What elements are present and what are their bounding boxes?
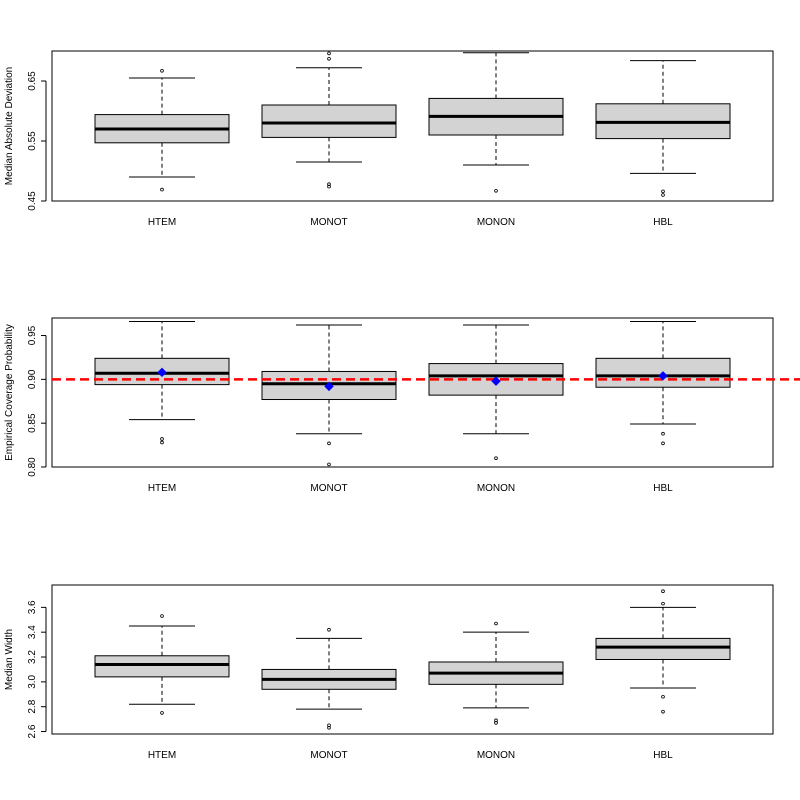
outlier-point (327, 723, 331, 728)
y-tick-label: 0.80 (27, 457, 38, 477)
outlier-point (160, 187, 164, 192)
outlier-point (494, 456, 498, 461)
outlier-point (661, 441, 665, 446)
outlier-point (661, 431, 665, 436)
y-axis-label: Median Width (4, 629, 15, 690)
mean-marker (157, 367, 167, 378)
y-axis-label: Median Absolute Deviation (4, 67, 15, 185)
box-hbl (595, 589, 731, 714)
mean-marker (324, 381, 334, 392)
box-monot (261, 627, 397, 730)
outlier-point (160, 69, 164, 73)
x-tick-label: MONOT (310, 750, 347, 761)
outlier-point (661, 189, 665, 194)
outlier-point (661, 694, 665, 699)
box-hbl (595, 321, 731, 446)
box-htem (94, 614, 230, 715)
y-tick-label: 3.4 (27, 625, 38, 639)
mean-marker (658, 371, 668, 381)
y-tick-label: 0.95 (27, 325, 38, 345)
outlier-point (160, 437, 164, 441)
box-htem (94, 321, 230, 445)
y-tick-label: 0.55 (27, 131, 38, 151)
x-tick-label: MONON (477, 483, 515, 494)
x-tick-label: MONON (477, 217, 515, 228)
outlier-point (661, 193, 665, 197)
x-tick-label: HBL (653, 750, 673, 761)
x-tick-label: HTEM (148, 750, 176, 761)
panel-1: 0.45 0.55 0.65 Median Absolute Deviation HTE… (4, 50, 774, 228)
x-tick-label: HBL (653, 217, 673, 228)
box-monot (261, 324, 397, 467)
x-tick-label: MONON (477, 750, 515, 761)
outlier-point (327, 627, 331, 632)
y-tick-label: 3.0 (27, 674, 38, 688)
interquartile-box (261, 104, 397, 138)
plot-frame (51, 584, 774, 735)
x-tick-label: HTEM (148, 217, 176, 228)
y-tick-label: 0.45 (27, 191, 38, 211)
outlier-point (327, 182, 331, 187)
y-tick-label: 2.6 (27, 724, 38, 738)
outlier-point (160, 711, 164, 715)
y-tick-label: 0.90 (27, 369, 38, 389)
outlier-point (494, 621, 498, 626)
outlier-point (160, 614, 164, 618)
y-tick-label: 0.65 (27, 71, 38, 91)
outlier-point (160, 440, 164, 445)
outlier-point (661, 601, 665, 606)
y-tick-label: 2.8 (27, 699, 38, 713)
box-hbl (595, 60, 731, 197)
outlier-point (494, 189, 498, 193)
plot-frame (51, 50, 774, 202)
panel-3: 2.6 2.8 3.0 3.2 3.4 3.6 Median Width HTEM MONOT M… (4, 584, 774, 761)
box-monot (261, 51, 397, 189)
outlier-point (327, 51, 331, 56)
outlier-point (327, 56, 331, 61)
x-tick-label: HTEM (148, 483, 176, 494)
x-tick-label: MONOT (310, 217, 347, 228)
outlier-point (661, 709, 665, 714)
box-monon (428, 621, 564, 725)
mean-marker (491, 376, 501, 386)
outlier-point (494, 718, 498, 723)
interquartile-box (595, 637, 731, 660)
plot-frame (51, 317, 774, 468)
x-tick-label: MONOT (310, 483, 347, 494)
box-monon (428, 52, 564, 193)
panel-2: 0.80 0.85 0.90 0.95 Empirical Coverage Proba… (4, 317, 800, 494)
x-tick-label: HBL (653, 483, 673, 494)
outlier-point (661, 589, 665, 594)
y-tick-label: 3.2 (27, 650, 38, 664)
outlier-point (327, 441, 331, 446)
outlier-point (327, 462, 331, 467)
box-monon (428, 324, 564, 461)
interquartile-box (94, 655, 230, 678)
box-htem (94, 69, 230, 192)
y-tick-label: 0.85 (27, 413, 38, 433)
y-tick-label: 3.6 (27, 600, 38, 614)
y-axis-label: Empirical Coverage Probability (4, 324, 15, 461)
